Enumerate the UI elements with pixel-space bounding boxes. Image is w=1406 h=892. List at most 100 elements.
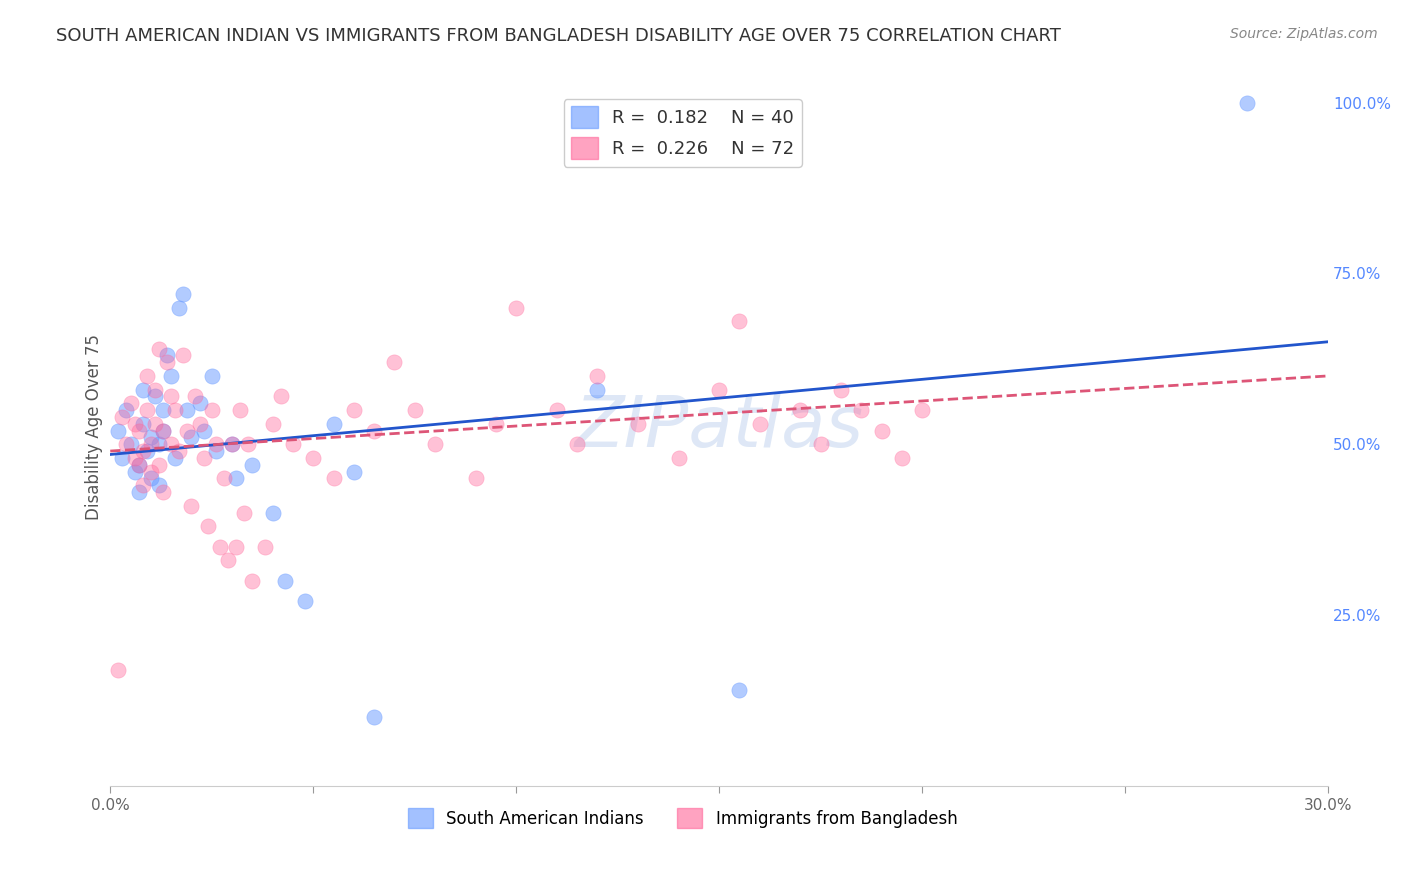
Text: ZIPatlas: ZIPatlas	[575, 392, 863, 462]
Point	[208, 540, 231, 554]
Point	[160, 368, 183, 383]
Text: SOUTH AMERICAN INDIAN VS IMMIGRANTS FROM BANGLADESH DISABILITY AGE OVER 75 CORRE: SOUTH AMERICAN INDIAN VS IMMIGRANTS FROM…	[56, 27, 1062, 45]
Y-axis label: Disability Age Over 75: Disability Age Over 75	[86, 334, 103, 520]
Point	[270, 389, 292, 403]
Point	[156, 355, 179, 369]
Point	[115, 437, 138, 451]
Point	[128, 485, 150, 500]
Point	[363, 424, 385, 438]
Point	[1236, 95, 1258, 110]
Point	[890, 450, 912, 465]
Point	[274, 574, 297, 588]
Point	[135, 403, 157, 417]
Point	[188, 396, 211, 410]
Point	[176, 403, 198, 417]
Point	[870, 424, 893, 438]
Point	[789, 403, 811, 417]
Point	[128, 458, 150, 472]
Point	[423, 437, 446, 451]
Point	[505, 301, 527, 315]
Point	[627, 417, 650, 431]
Point	[139, 437, 162, 451]
Point	[851, 403, 873, 417]
Point	[139, 465, 162, 479]
Point	[565, 437, 588, 451]
Point	[193, 424, 215, 438]
Point	[143, 417, 166, 431]
Point	[143, 383, 166, 397]
Point	[302, 450, 325, 465]
Point	[363, 710, 385, 724]
Point	[167, 444, 190, 458]
Point	[201, 403, 224, 417]
Point	[128, 458, 150, 472]
Point	[148, 458, 170, 472]
Point	[343, 403, 366, 417]
Point	[233, 506, 256, 520]
Point	[586, 383, 609, 397]
Point	[281, 437, 304, 451]
Point	[212, 471, 235, 485]
Legend: South American Indians, Immigrants from Bangladesh: South American Indians, Immigrants from …	[401, 801, 965, 835]
Point	[240, 574, 263, 588]
Point	[204, 437, 226, 451]
Point	[165, 450, 187, 465]
Point	[107, 424, 129, 438]
Point	[172, 348, 194, 362]
Point	[180, 430, 202, 444]
Point	[343, 465, 366, 479]
Point	[464, 471, 486, 485]
Point	[124, 465, 146, 479]
Point	[262, 417, 284, 431]
Point	[709, 383, 731, 397]
Point	[728, 683, 751, 698]
Point	[188, 417, 211, 431]
Point	[184, 389, 207, 403]
Point	[107, 663, 129, 677]
Point	[485, 417, 508, 431]
Point	[322, 417, 344, 431]
Point	[172, 287, 194, 301]
Point	[586, 368, 609, 383]
Point	[546, 403, 568, 417]
Point	[201, 368, 224, 383]
Point	[384, 355, 406, 369]
Point	[152, 403, 174, 417]
Point	[225, 471, 247, 485]
Point	[225, 540, 247, 554]
Point	[132, 417, 155, 431]
Point	[128, 424, 150, 438]
Point	[152, 424, 174, 438]
Point	[238, 437, 260, 451]
Point	[165, 403, 187, 417]
Point	[148, 478, 170, 492]
Point	[193, 450, 215, 465]
Point	[229, 403, 252, 417]
Point	[911, 403, 934, 417]
Text: Source: ZipAtlas.com: Source: ZipAtlas.com	[1230, 27, 1378, 41]
Point	[830, 383, 852, 397]
Point	[160, 437, 183, 451]
Point	[148, 437, 170, 451]
Point	[748, 417, 770, 431]
Point	[180, 499, 202, 513]
Point	[135, 444, 157, 458]
Point	[135, 368, 157, 383]
Point	[253, 540, 276, 554]
Point	[668, 450, 690, 465]
Point	[111, 450, 134, 465]
Point	[152, 424, 174, 438]
Point	[111, 409, 134, 424]
Point	[152, 485, 174, 500]
Point	[160, 389, 183, 403]
Point	[120, 396, 142, 410]
Point	[132, 478, 155, 492]
Point	[262, 506, 284, 520]
Point	[124, 450, 146, 465]
Point	[132, 383, 155, 397]
Point	[124, 417, 146, 431]
Point	[294, 594, 316, 608]
Point	[143, 389, 166, 403]
Point	[240, 458, 263, 472]
Point	[148, 342, 170, 356]
